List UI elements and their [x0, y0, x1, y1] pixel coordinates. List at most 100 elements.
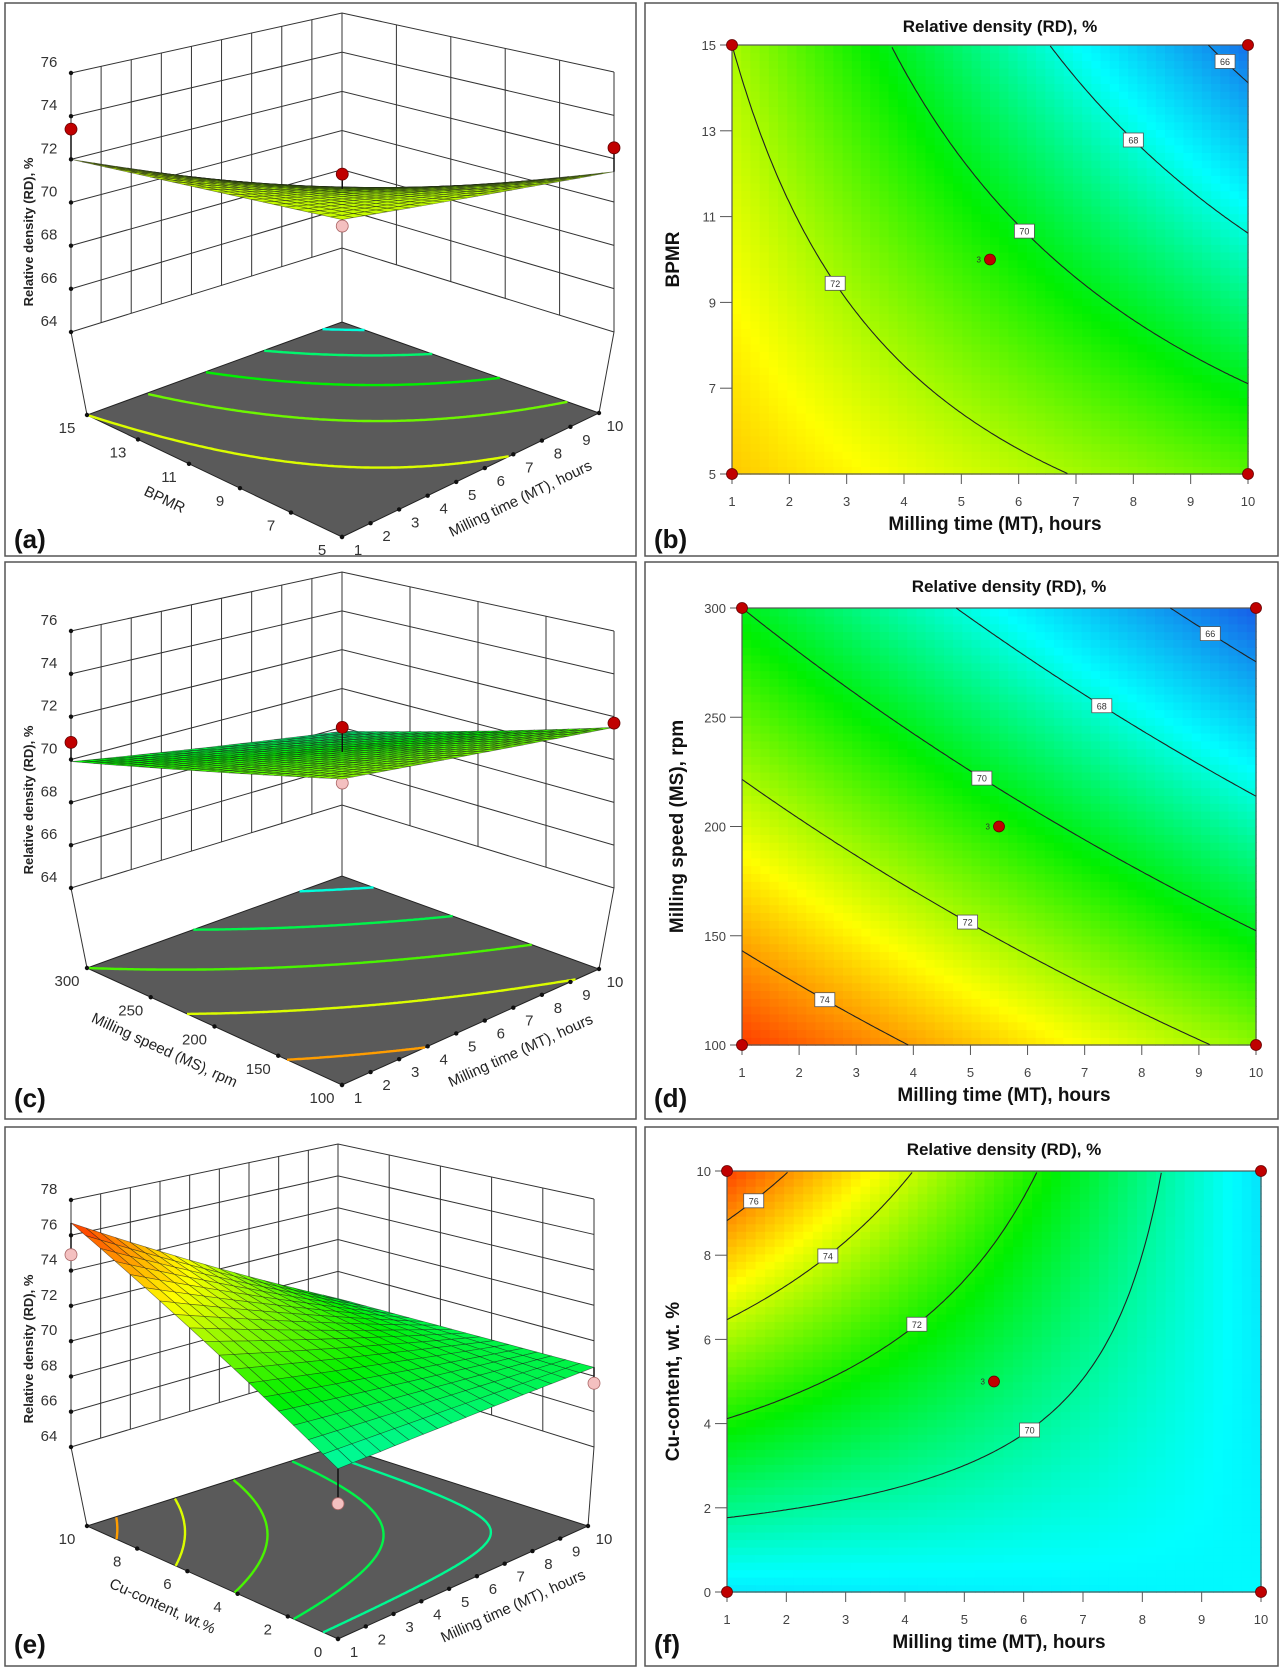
field-cell: [999, 152, 1010, 161]
field-cell: [750, 405, 761, 414]
field-cell: [934, 45, 945, 54]
field-cell: [953, 328, 964, 337]
field-cell: [796, 213, 807, 222]
field-cell: [1063, 274, 1074, 284]
field-cell: [833, 251, 844, 261]
field-cell: [1026, 420, 1037, 429]
field-cell: [1109, 90, 1120, 100]
field-cell: [953, 935, 963, 945]
field-cell: [768, 45, 779, 54]
field-cell: [907, 221, 917, 230]
field-cell: [1155, 236, 1166, 245]
field-cell: [1036, 136, 1046, 146]
field-cell: [861, 974, 872, 984]
field-cell: [852, 623, 863, 633]
field-cell: [750, 282, 761, 291]
field-cell: [1054, 251, 1065, 261]
field-cell: [1082, 205, 1093, 215]
field-cell: [962, 60, 973, 69]
field-cell: [925, 121, 936, 130]
field-cell: [879, 1021, 890, 1031]
field-cell: [833, 267, 844, 276]
field-cell: [861, 175, 871, 184]
field-cell: [1017, 297, 1028, 307]
field-cell: [898, 896, 908, 906]
field-cell: [750, 443, 761, 452]
field-cell: [990, 282, 1000, 291]
field-cell: [833, 443, 844, 452]
field-cell: [805, 382, 816, 391]
field-cell: [943, 795, 954, 804]
field-cell: [833, 1005, 844, 1015]
field-cell: [742, 966, 752, 976]
field-cell: [962, 966, 973, 976]
field-cell: [759, 359, 770, 368]
field-cell: [870, 274, 881, 284]
field-cell: [990, 98, 1000, 107]
design-point[interactable]: [726, 39, 738, 51]
field-cell: [1211, 175, 1222, 184]
field-cell: [980, 951, 991, 960]
field-cell: [1211, 282, 1222, 291]
field-cell: [1119, 228, 1129, 238]
field-cell: [1008, 443, 1019, 452]
field-cell: [907, 787, 918, 796]
field-cell: [953, 198, 964, 207]
field-cell: [1211, 45, 1222, 54]
field-cell: [870, 428, 881, 437]
field-cell: [1054, 52, 1065, 62]
field-cell: [760, 842, 771, 851]
field-cell: [852, 717, 863, 726]
field-cell: [925, 129, 936, 138]
field-cell: [879, 313, 890, 322]
field-cell: [962, 45, 973, 54]
field-cell: [1220, 374, 1231, 383]
field-cell: [1119, 336, 1129, 345]
design-point[interactable]: [1242, 39, 1254, 51]
design-point[interactable]: [1242, 468, 1254, 480]
field-cell: [962, 428, 973, 437]
field-cell: [742, 779, 752, 789]
field-cell: [741, 244, 752, 253]
field-cell: [833, 982, 844, 992]
field-cell: [1026, 313, 1037, 322]
field-cell: [1174, 290, 1185, 299]
field-cell: [1036, 167, 1046, 176]
design-point[interactable]: [984, 253, 996, 266]
field-cell: [1201, 297, 1212, 307]
field-cell: [1036, 313, 1046, 322]
field-cell: [824, 366, 835, 376]
field-cell: [1146, 274, 1157, 284]
field-cell: [1036, 382, 1046, 391]
field-cell: [741, 305, 752, 314]
field-cell: [1183, 221, 1194, 230]
field-cell: [1008, 748, 1019, 757]
field-cell: [980, 244, 991, 253]
field-cell: [1229, 282, 1240, 291]
field-cell: [1072, 129, 1083, 138]
field-cell: [971, 888, 982, 898]
design-point[interactable]: [726, 468, 738, 480]
field-cell: [1008, 244, 1019, 253]
field-cell: [805, 290, 816, 299]
field-cell: [1026, 623, 1037, 633]
field-cell: [1026, 810, 1037, 820]
field-cell: [1017, 397, 1028, 406]
field-cell: [989, 912, 1000, 921]
field-cell: [879, 732, 890, 742]
field-cell: [741, 382, 752, 391]
field-cell: [1155, 136, 1166, 146]
field-cell: [1008, 290, 1019, 299]
field-cell: [768, 290, 779, 299]
field-cell: [1063, 412, 1074, 422]
field-cell: [971, 282, 982, 291]
field-cell: [888, 857, 899, 867]
field-cell: [769, 826, 780, 835]
field-cell: [1155, 405, 1166, 414]
field-cell: [824, 336, 835, 345]
field-cell: [1091, 458, 1102, 468]
field-cell: [861, 1021, 872, 1031]
contour-line-72: [731, 44, 1068, 474]
field-cell: [1229, 313, 1240, 322]
field-cell: [980, 818, 991, 828]
